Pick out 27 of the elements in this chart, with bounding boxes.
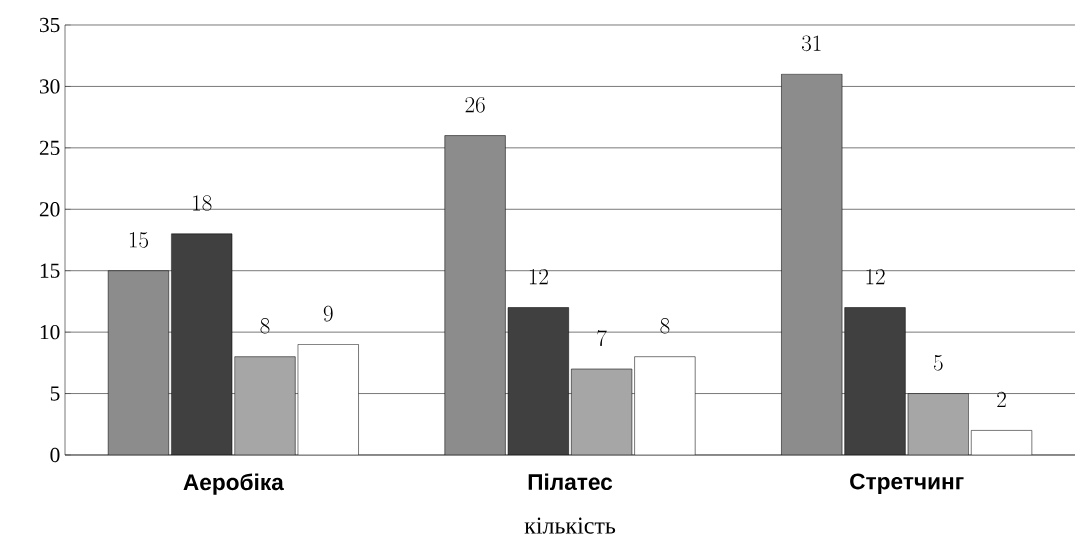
x-axis-title: кількість <box>524 517 616 534</box>
y-tick-label: 0 <box>50 447 60 463</box>
x-tick-label: Пілатес <box>528 473 613 491</box>
y-tick-label: 35 <box>39 17 60 33</box>
data-label: 15 <box>129 232 149 248</box>
data-label: 12 <box>866 268 885 285</box>
y-tick-label: 30 <box>39 79 60 94</box>
data-label: 8 <box>660 318 670 334</box>
y-tick-label: 20 <box>39 202 60 217</box>
data-label: 31 <box>801 35 821 52</box>
bar <box>844 307 906 455</box>
x-tick-label: Стретчинг <box>850 473 964 494</box>
y-tick-label: 15 <box>40 263 60 278</box>
y-tick-label: 25 <box>39 140 60 156</box>
data-label: 5 <box>933 354 943 371</box>
bar <box>507 307 569 455</box>
data-label: 7 <box>597 330 607 346</box>
y-tick-label: 5 <box>50 386 60 401</box>
bar <box>171 233 233 455</box>
y-tick-label: 10 <box>40 324 60 340</box>
data-label: 12 <box>529 268 548 285</box>
data-label: 9 <box>323 305 333 322</box>
data-label: 18 <box>193 195 212 211</box>
x-tick-label: Аеробіка <box>183 473 284 495</box>
data-label: 26 <box>465 96 485 113</box>
data-label: 8 <box>260 318 270 334</box>
data-label: 2 <box>997 391 1006 408</box>
